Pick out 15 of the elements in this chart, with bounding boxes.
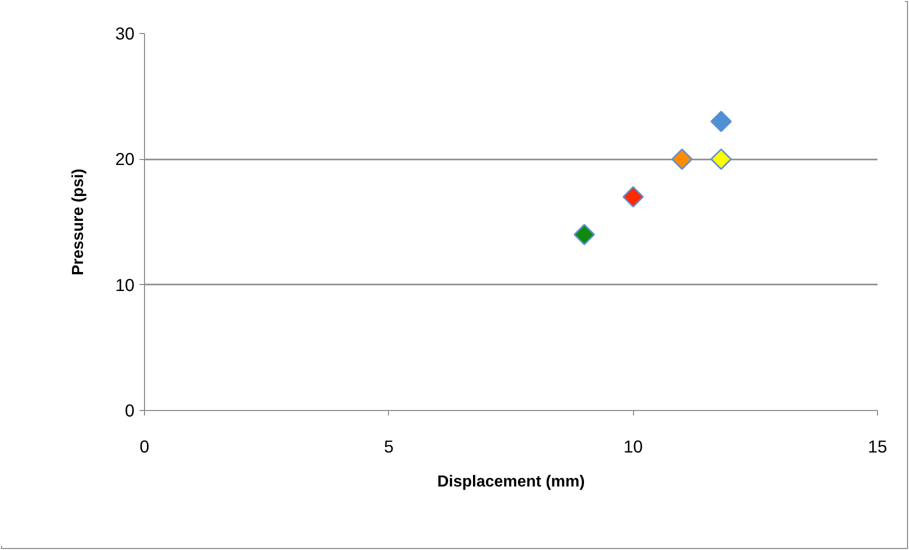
y-tick-label: 10	[115, 274, 135, 295]
point	[574, 224, 595, 246]
x-axis-title: Displacement (mm)	[437, 474, 585, 490]
point	[710, 110, 732, 132]
point	[622, 186, 644, 208]
x-tick-label: 5	[384, 436, 394, 456]
y-tick-label: 0	[124, 400, 135, 420]
x-tick-label: 15	[868, 436, 888, 456]
y-tick-label: 20	[115, 149, 135, 170]
x-tick-label: 0	[140, 436, 150, 456]
point	[710, 148, 732, 170]
y-tick-label: 30	[115, 24, 135, 44]
y-axis-title: Pressure (psi)	[70, 168, 88, 276]
x-tick-label: 10	[624, 436, 643, 456]
point	[671, 148, 693, 170]
